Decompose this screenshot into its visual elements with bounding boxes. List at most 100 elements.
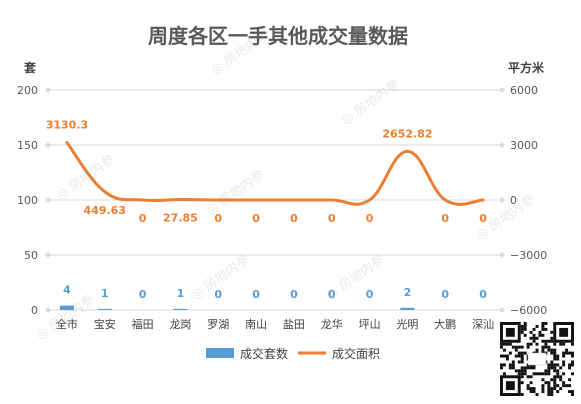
x-tick-label: 深汕 bbox=[472, 318, 494, 331]
grid-marker-right bbox=[499, 87, 505, 93]
qr-module bbox=[517, 351, 521, 355]
qr-module bbox=[571, 360, 574, 364]
qr-module bbox=[500, 342, 503, 346]
bar-data-label: 0 bbox=[139, 288, 147, 301]
bar-data-label: 0 bbox=[479, 288, 487, 301]
x-tick-label: 大鹏 bbox=[434, 317, 456, 331]
watermark-text: ◎ 房地内参 bbox=[323, 251, 387, 303]
qr-module bbox=[550, 378, 554, 382]
qr-module bbox=[547, 372, 551, 376]
qr-module bbox=[529, 375, 533, 379]
qr-finder bbox=[505, 381, 515, 391]
qr-module bbox=[544, 345, 548, 349]
y-right-tick-label: 3000 bbox=[510, 139, 538, 152]
qr-module bbox=[550, 339, 554, 343]
chart-title: 周度各区一手其他成交量数据 bbox=[148, 24, 408, 48]
qr-module bbox=[523, 322, 527, 325]
qr-finder bbox=[505, 327, 515, 337]
qr-module bbox=[550, 351, 554, 355]
qr-module bbox=[523, 372, 527, 376]
grid-marker-right bbox=[499, 197, 505, 203]
qr-module bbox=[550, 387, 554, 391]
y-right-tick-label: 0 bbox=[510, 194, 517, 207]
qr-module bbox=[541, 345, 545, 349]
qr-module bbox=[526, 384, 530, 388]
grid-marker-right bbox=[499, 307, 505, 313]
qr-module bbox=[559, 375, 563, 379]
qr-module bbox=[532, 339, 536, 343]
x-tick-label: 南山 bbox=[245, 318, 267, 331]
qr-module bbox=[511, 360, 515, 364]
legend-label-line: 成交面积 bbox=[332, 346, 380, 361]
qr-module bbox=[517, 372, 521, 376]
qr-module bbox=[556, 390, 560, 394]
x-tick-label: 光明 bbox=[396, 317, 418, 331]
bar bbox=[59, 305, 74, 310]
legend-swatch-bars bbox=[206, 348, 234, 358]
qr-module bbox=[514, 348, 518, 352]
qr-module bbox=[535, 336, 539, 340]
qr-module bbox=[562, 360, 566, 364]
y-right-axis-label: 平方米 bbox=[508, 60, 545, 75]
qr-finder bbox=[559, 327, 569, 337]
qr-module bbox=[547, 393, 551, 396]
line-data-label: 0 bbox=[441, 212, 449, 225]
line-data-label: 0 bbox=[139, 212, 147, 225]
qr-module bbox=[523, 324, 527, 328]
qr-module bbox=[541, 339, 545, 343]
qr-module bbox=[556, 369, 560, 373]
qr-module bbox=[547, 339, 551, 343]
qr-module bbox=[547, 369, 551, 373]
qr-module bbox=[532, 336, 536, 340]
qr-module bbox=[505, 357, 509, 361]
qr-module bbox=[556, 384, 560, 388]
qr-module bbox=[532, 366, 536, 370]
qr-module bbox=[547, 387, 551, 391]
series-line bbox=[65, 141, 485, 206]
qr-module bbox=[550, 330, 554, 334]
qr-module bbox=[553, 348, 557, 352]
y-left-tick-label: 150 bbox=[17, 139, 38, 152]
qr-module bbox=[550, 360, 554, 364]
qr-module bbox=[532, 387, 536, 391]
y-right-tick-label: −3000 bbox=[510, 249, 547, 262]
bar-data-label: 1 bbox=[177, 287, 185, 300]
qr-module bbox=[526, 375, 530, 379]
qr-module bbox=[544, 369, 548, 373]
qr-module bbox=[571, 354, 574, 358]
bar-data-label: 2 bbox=[404, 286, 412, 299]
qr-module bbox=[505, 354, 509, 358]
qr-module bbox=[556, 354, 560, 358]
grid-marker-right bbox=[499, 142, 505, 148]
grid-marker-left bbox=[45, 307, 51, 313]
qr-module bbox=[553, 384, 557, 388]
qr-module bbox=[544, 342, 548, 346]
qr-module bbox=[538, 330, 542, 334]
qr-module bbox=[500, 363, 503, 367]
bar-data-label: 0 bbox=[290, 288, 298, 301]
qr-module bbox=[508, 363, 512, 367]
qr-module bbox=[544, 322, 548, 325]
qr-module bbox=[514, 369, 518, 373]
qr-module bbox=[547, 384, 551, 388]
qr-module bbox=[553, 363, 557, 367]
line-data-label: 27.85 bbox=[163, 211, 198, 224]
line-data-label: 0 bbox=[328, 212, 336, 225]
qr-module bbox=[532, 327, 536, 331]
qr-module bbox=[508, 342, 512, 346]
qr-module bbox=[568, 390, 572, 394]
watermark-text: ◎ 房地内参 bbox=[33, 291, 97, 343]
qr-module bbox=[529, 366, 533, 370]
qr-module bbox=[559, 366, 563, 370]
qr-module bbox=[547, 363, 551, 367]
qr-module bbox=[502, 348, 506, 352]
qr-module bbox=[571, 342, 574, 346]
qr-module bbox=[526, 342, 530, 346]
qr-module bbox=[529, 336, 533, 340]
qr-module bbox=[547, 366, 551, 370]
qr-module bbox=[523, 366, 527, 370]
qr-module bbox=[529, 330, 533, 334]
qr-module bbox=[502, 372, 506, 376]
x-tick-label: 龙华 bbox=[321, 317, 343, 331]
